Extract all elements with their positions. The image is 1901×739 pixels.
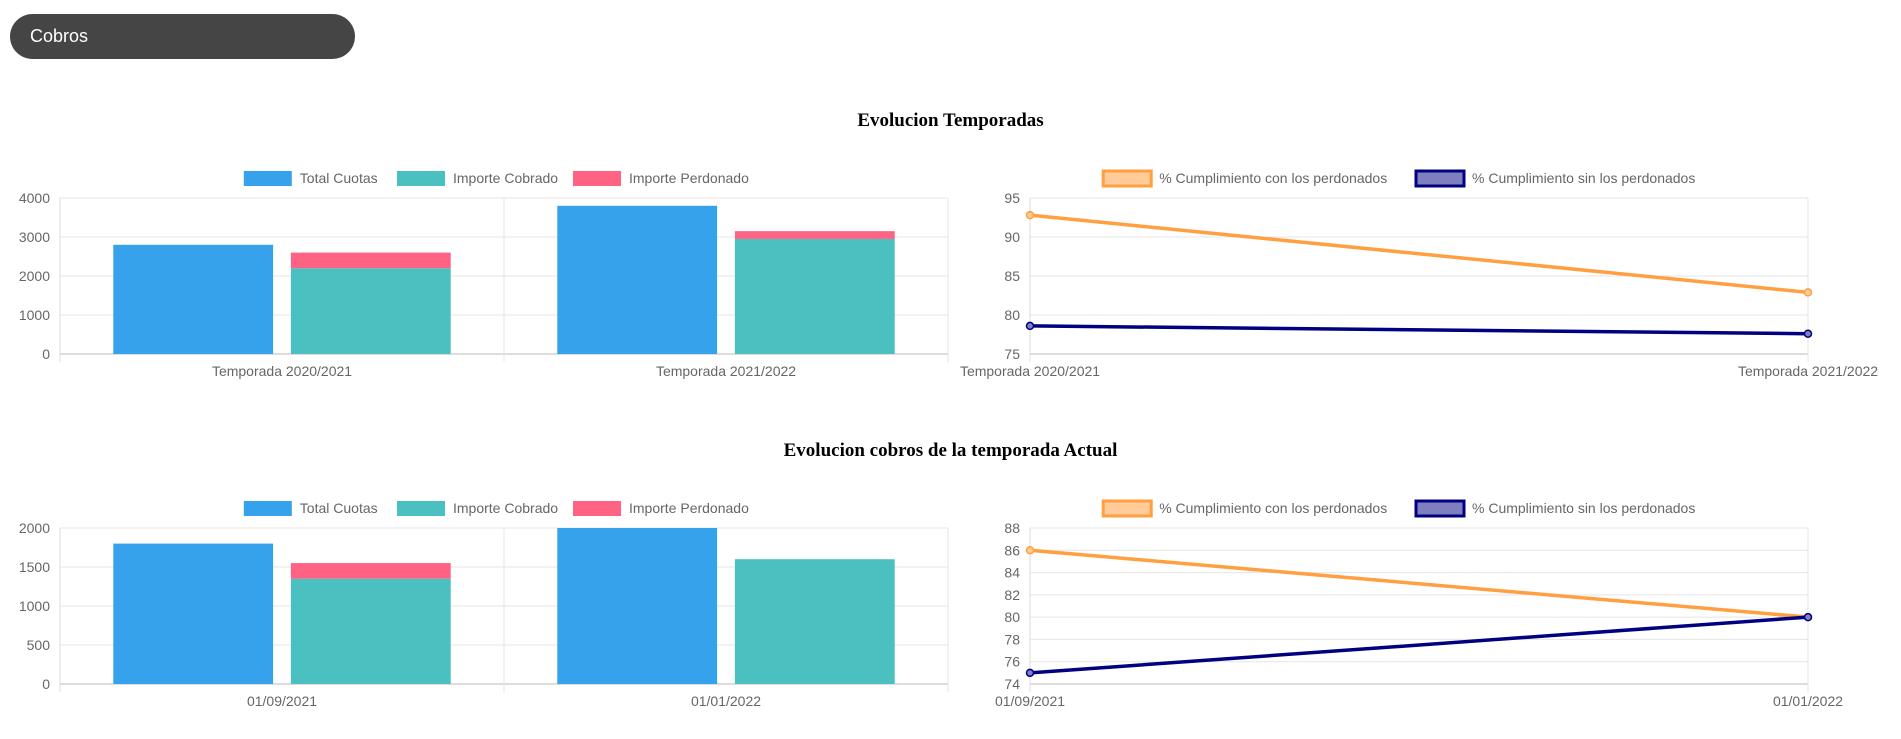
y-tick-label-95: 95 — [1004, 190, 1020, 206]
legend-swatch-total-cuotas — [243, 501, 292, 516]
bar-importe-cobrado-1 — [290, 578, 451, 684]
legend-swatch-cumplimiento-con-los-perdonados — [1101, 499, 1153, 518]
legend-label-cumplimiento-con-los-perdonados: % Cumplimiento con los perdonados — [1159, 500, 1387, 516]
line-chart-actual: % Cumplimiento con los perdonados % Cumpl… — [995, 499, 1843, 709]
legend-label-importe-perdonado: Importe Perdonado — [629, 500, 749, 516]
legend-swatch-cumplimiento-sin-los-perdonados — [1414, 499, 1466, 518]
legend-label-importe-cobrado: Importe Cobrado — [453, 170, 558, 186]
y-tick-label-85: 85 — [1004, 268, 1020, 284]
y-tick-label-76: 76 — [1004, 654, 1020, 670]
bar-importe-cobrado-1 — [290, 268, 451, 354]
x-tick-label-1: 01/09/2021 — [247, 693, 317, 709]
legend-label-total-cuotas: Total Cuotas — [300, 170, 378, 186]
x-tick-label-1: Temporada 2020/2021 — [960, 363, 1100, 379]
y-tick-label-0: 0 — [42, 676, 50, 692]
bar-chart-temporadas: Total Cuotas Importe Cobrado Importe Perdo… — [19, 170, 949, 379]
point-cumplimiento-con-los-perdonados-1 — [1025, 210, 1035, 220]
legend-swatch-cumplimiento-sin-los-perdonados — [1414, 169, 1466, 188]
y-tick-label-86: 86 — [1004, 542, 1020, 558]
bar-importe-cobrado-2 — [734, 238, 895, 354]
line-chart-temporadas: % Cumplimiento con los perdonados % Cumpl… — [960, 169, 1878, 379]
series-line-cumplimiento-sin-los-perdonados — [1029, 324, 1809, 336]
series-line-cumplimiento-sin-los-perdonados — [1029, 615, 1809, 675]
y-tick-label-0: 0 — [42, 346, 50, 362]
point-cumplimiento-sin-los-perdonados-2 — [1803, 329, 1813, 338]
y-tick-label-80: 80 — [1004, 307, 1020, 323]
x-tick-label-2: Temporada 2021/2022 — [656, 363, 796, 379]
x-tick-label-2: 01/01/2022 — [691, 693, 761, 709]
bar-total-cuotas-2 — [557, 528, 718, 684]
point-cumplimiento-sin-los-perdonados-1 — [1025, 321, 1035, 331]
x-tick-label-2: Temporada 2021/2022 — [1738, 363, 1878, 379]
bar-importe-perdonado-2 — [734, 231, 895, 239]
legend-swatch-importe-perdonado — [573, 501, 621, 516]
y-tick-label-1500: 1500 — [19, 559, 50, 575]
bar-chart-actual: Total Cuotas Importe Cobrado Importe Perdo… — [19, 500, 949, 709]
bar-total-cuotas-1 — [113, 244, 274, 354]
y-tick-label-90: 90 — [1004, 229, 1020, 245]
y-tick-label-4000: 4000 — [19, 190, 50, 206]
x-tick-label-1: 01/09/2021 — [995, 693, 1065, 709]
bar-total-cuotas-1 — [113, 543, 274, 684]
legend-swatch-total-cuotas — [243, 171, 292, 186]
y-tick-label-78: 78 — [1004, 631, 1020, 647]
y-tick-label-88: 88 — [1004, 520, 1020, 536]
y-tick-label-500: 500 — [27, 637, 51, 653]
series-line-cumplimiento-con-los-perdonados — [1029, 548, 1809, 619]
section-title-actual: Evolucion cobros de la temporada Actual — [783, 440, 1118, 461]
legend-label-cumplimiento-con-los-perdonados: % Cumplimiento con los perdonados — [1159, 170, 1387, 186]
y-tick-label-3000: 3000 — [19, 229, 50, 245]
series-line-cumplimiento-con-los-perdonados — [1029, 213, 1809, 295]
bar-importe-perdonado-1 — [290, 563, 451, 579]
legend-label-importe-cobrado: Importe Cobrado — [453, 500, 558, 516]
cobros-header[interactable]: Cobros — [10, 14, 355, 59]
legend-label-cumplimiento-sin-los-perdonados: % Cumplimiento sin los perdonados — [1472, 170, 1695, 186]
legend-swatch-importe-cobrado — [397, 171, 445, 186]
legend-swatch-importe-cobrado — [397, 501, 445, 516]
y-tick-label-82: 82 — [1004, 587, 1020, 603]
bar-importe-perdonado-1 — [290, 252, 451, 269]
y-tick-label-2000: 2000 — [19, 268, 50, 284]
point-cumplimiento-con-los-perdonados-2 — [1803, 288, 1813, 297]
x-tick-label-1: Temporada 2020/2021 — [212, 363, 352, 379]
y-tick-label-2000: 2000 — [19, 520, 50, 536]
bar-total-cuotas-2 — [557, 205, 718, 354]
legend-swatch-cumplimiento-con-los-perdonados — [1101, 169, 1153, 188]
x-tick-label-2: 01/01/2022 — [1773, 693, 1843, 709]
y-tick-label-84: 84 — [1004, 565, 1020, 581]
legend-label-importe-perdonado: Importe Perdonado — [629, 170, 749, 186]
y-tick-label-1000: 1000 — [19, 598, 50, 614]
legend-label-cumplimiento-sin-los-perdonados: % Cumplimiento sin los perdonados — [1472, 500, 1695, 516]
point-cumplimiento-con-los-perdonados-1 — [1025, 546, 1035, 555]
y-tick-label-75: 75 — [1004, 346, 1020, 362]
y-tick-label-1000: 1000 — [19, 307, 50, 323]
y-tick-label-80: 80 — [1004, 609, 1020, 625]
point-cumplimiento-sin-los-perdonados-2 — [1803, 612, 1813, 622]
bar-importe-cobrado-2 — [734, 559, 895, 684]
point-cumplimiento-sin-los-perdonados-1 — [1025, 668, 1035, 678]
section-title-temporadas: Evolucion Temporadas — [857, 110, 1044, 131]
legend-swatch-importe-perdonado — [573, 171, 621, 186]
y-tick-label-74: 74 — [1004, 676, 1020, 692]
legend-label-total-cuotas: Total Cuotas — [300, 500, 378, 516]
